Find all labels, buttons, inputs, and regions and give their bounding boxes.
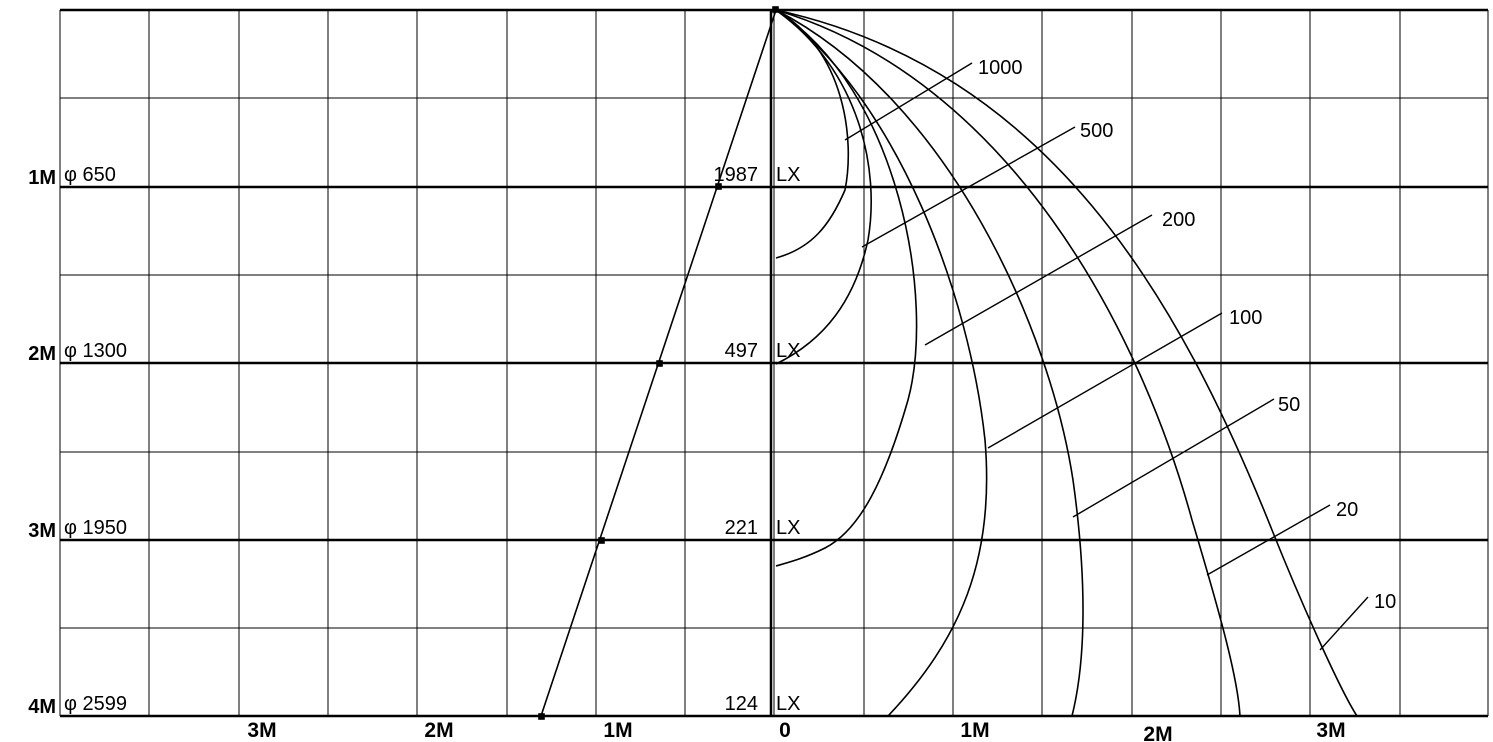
isolux-curve-1000 xyxy=(775,9,850,259)
distance-lines xyxy=(60,8,1488,718)
x-label-left-2m: 2M xyxy=(424,719,453,742)
isolux-label-500: 500 xyxy=(1080,120,1113,142)
diameter-label-4m: φ 2599 xyxy=(64,693,127,715)
lux-value-3m: 221 xyxy=(725,517,758,539)
beam-marker-2m xyxy=(656,360,663,367)
lux-values: 1987 497 221 124 LX LX LX LX xyxy=(714,164,801,715)
diameter-labels: φ 650 φ 1300 φ 1950 φ 2599 xyxy=(64,164,127,715)
y-label-3m: 3M xyxy=(28,520,56,542)
x-axis-labels: 3M 2M 1M 0 1M 2M 3M xyxy=(247,719,1345,742)
leader-20 xyxy=(1206,504,1331,576)
x-label-left-3m: 3M xyxy=(247,719,276,742)
x-label-right-1m: 1M xyxy=(960,719,989,742)
leader-100 xyxy=(987,312,1223,449)
isolux-curve-20 xyxy=(775,9,1241,717)
y-label-1m: 1M xyxy=(28,167,56,189)
isolux-curve-50 xyxy=(775,9,1084,717)
isolux-label-100: 100 xyxy=(1229,307,1262,329)
lux-unit-2m: LX xyxy=(776,340,800,362)
x-label-right-2m: 2M xyxy=(1143,723,1172,742)
diameter-label-1m: φ 650 xyxy=(64,164,116,186)
isolux-curve-10 xyxy=(775,9,1358,717)
leader-200 xyxy=(924,214,1153,346)
diameter-label-3m: φ 1950 xyxy=(64,517,127,539)
lux-value-2m: 497 xyxy=(725,340,758,362)
beam-marker-0m xyxy=(772,6,779,13)
isolux-label-1000: 1000 xyxy=(978,57,1023,79)
y-label-2m: 2M xyxy=(28,343,56,365)
isolux-label-20: 20 xyxy=(1336,499,1358,521)
beam-marker-1m xyxy=(715,183,722,190)
lux-unit-3m: LX xyxy=(776,517,800,539)
y-label-4m: 4M xyxy=(28,696,56,718)
leader-10 xyxy=(1319,596,1369,651)
leader-500 xyxy=(861,126,1076,248)
beam-marker-3m xyxy=(598,537,605,544)
x-label-right-3m: 3M xyxy=(1316,719,1345,742)
isolux-curves xyxy=(775,9,1358,717)
isolux-curve-100 xyxy=(775,9,988,717)
leader-50 xyxy=(1072,398,1275,518)
isolux-labels: 1000 500 200 100 50 20 10 xyxy=(978,57,1396,613)
isolux-label-10: 10 xyxy=(1374,591,1396,613)
x-label-left-1m: 1M xyxy=(603,719,632,742)
lux-value-4m: 124 xyxy=(725,693,758,715)
beam-edge xyxy=(538,6,779,720)
x-label-zero: 0 xyxy=(779,719,791,742)
leader-1000 xyxy=(844,62,973,141)
diameter-label-2m: φ 1300 xyxy=(64,340,127,362)
beam-marker-4m xyxy=(538,713,545,720)
lux-unit-1m: LX xyxy=(776,164,800,186)
isolux-curve-500 xyxy=(775,9,872,365)
isolux-leaders xyxy=(844,62,1369,651)
lux-unit-4m: LX xyxy=(776,693,800,715)
y-axis-labels: 1M 2M 3M 4M xyxy=(28,167,56,718)
isolux-label-50: 50 xyxy=(1278,394,1300,416)
isolux-label-200: 200 xyxy=(1162,209,1195,231)
lux-value-1m: 1987 xyxy=(714,164,759,186)
